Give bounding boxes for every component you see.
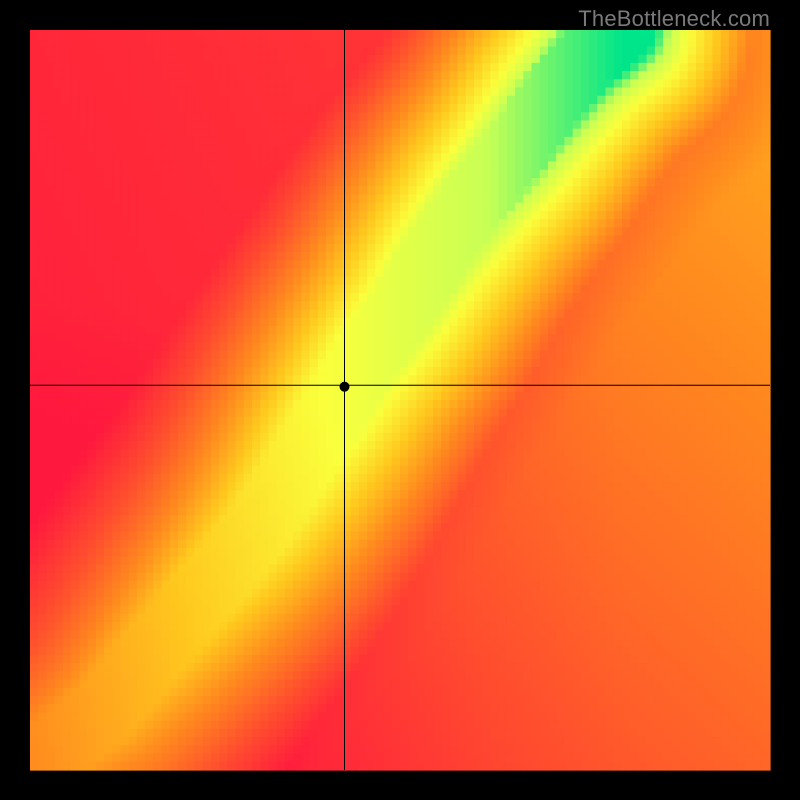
heatmap-cells bbox=[30, 30, 771, 771]
watermark-text: TheBottleneck.com bbox=[578, 6, 770, 32]
chart-frame: TheBottleneck.com bbox=[0, 0, 800, 800]
bottleneck-marker bbox=[340, 382, 350, 392]
heatmap-svg bbox=[0, 0, 800, 800]
